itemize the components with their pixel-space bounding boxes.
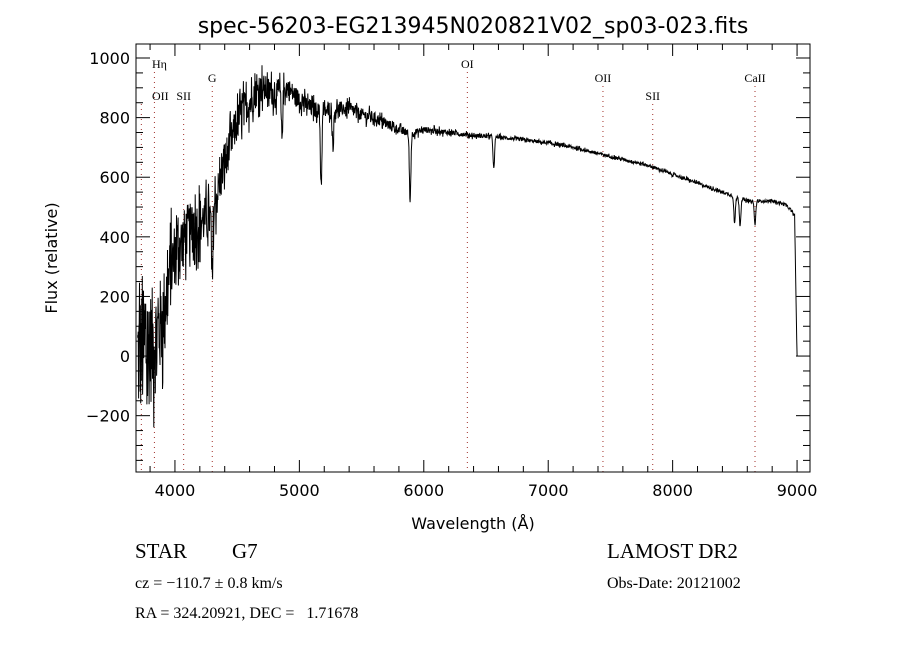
- line-marker-label: G: [208, 71, 217, 85]
- class-label: STAR: [135, 539, 187, 563]
- y-tick-label: 400: [99, 228, 130, 247]
- y-tick-label: 1000: [89, 49, 130, 68]
- x-tick-label: 6000: [403, 481, 444, 500]
- x-tick-label: 5000: [279, 481, 320, 500]
- y-tick-label: 0: [120, 347, 130, 366]
- line-marker-label: SII: [176, 89, 191, 103]
- x-tick-label: 7000: [528, 481, 569, 500]
- x-tick-label: 4000: [155, 481, 196, 500]
- spectrum-line: [137, 65, 798, 428]
- survey-label: LAMOST DR2: [607, 539, 738, 563]
- y-tick-label: 800: [99, 109, 130, 128]
- y-tick-label: −200: [86, 407, 130, 426]
- line-marker-label: OII: [152, 89, 169, 103]
- y-axis-label: Flux (relative): [42, 202, 61, 313]
- line-marker-label: SII: [645, 89, 660, 103]
- obs-date-text: Obs-Date: 20121002: [607, 575, 741, 592]
- chart-title: spec-56203-EG213945N020821V02_sp03-023.f…: [198, 14, 749, 39]
- line-marker-label: OII: [595, 71, 612, 85]
- subclass-label: G7: [232, 539, 258, 563]
- line-marker-label: Hη: [152, 57, 167, 71]
- plot-frame: [135, 43, 811, 473]
- y-tick-label: 200: [99, 287, 130, 306]
- y-tick-label: 600: [99, 168, 130, 187]
- x-tick-label: 8000: [652, 481, 693, 500]
- redshift-text: cz = −110.7 ± 0.8 km/s: [135, 575, 283, 592]
- x-tick-label: 9000: [777, 481, 818, 500]
- coordinates-text: RA = 324.20921, DEC = 1.71678: [135, 605, 359, 622]
- line-marker-label: OI: [461, 57, 474, 71]
- x-axis-label: Wavelength (Å): [411, 514, 534, 533]
- line-marker-label: CaII: [744, 71, 765, 85]
